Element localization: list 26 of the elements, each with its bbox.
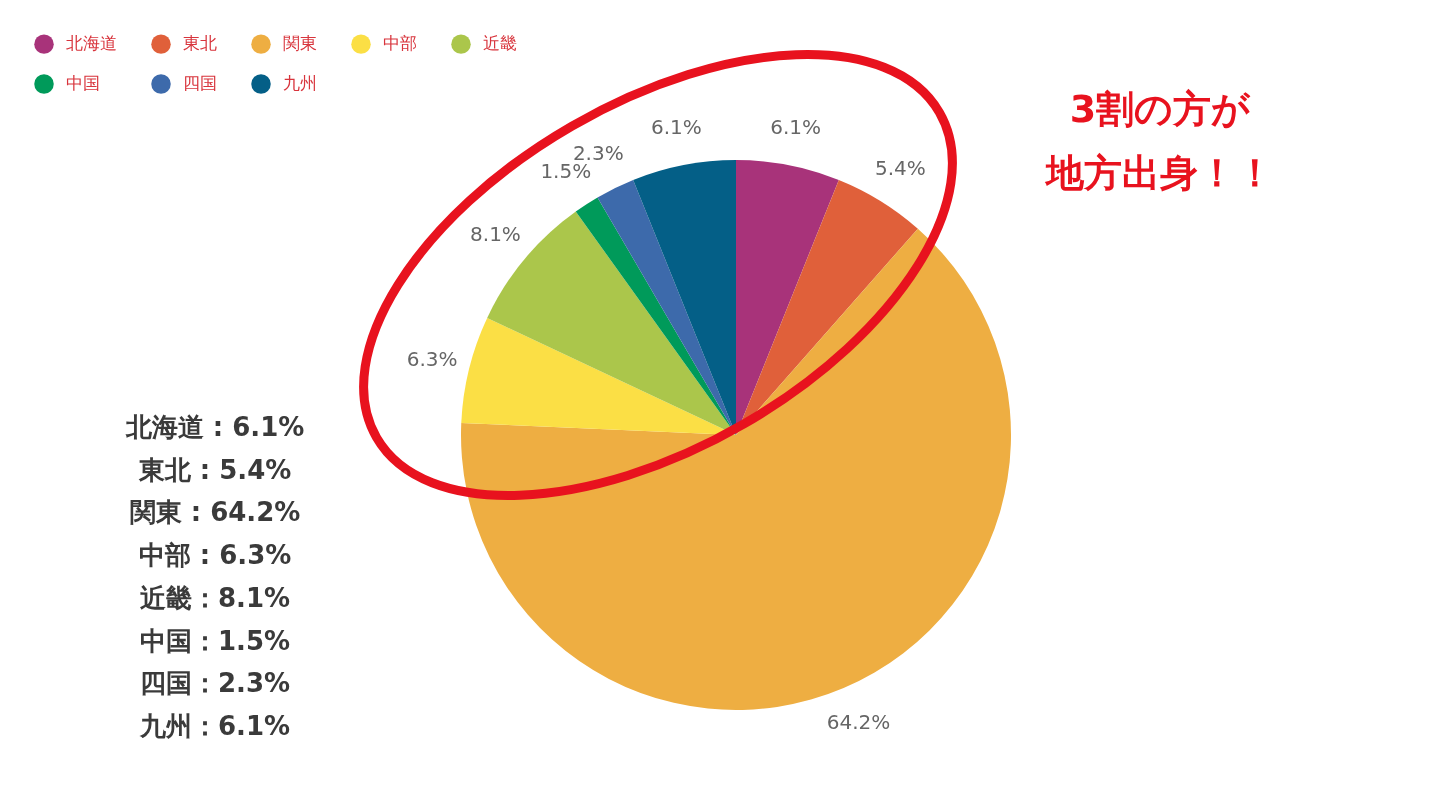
text: 近畿：8.1% (139, 582, 291, 613)
legend-label: 中国 (66, 73, 100, 93)
pie-slice (736, 160, 839, 435)
text: 四国：2.3% (139, 668, 291, 699)
pie-slice (461, 228, 1011, 710)
legend-label: 関東 (283, 33, 317, 54)
data-label: 8.1% (470, 221, 521, 246)
legend-label: 近畿 (483, 33, 517, 54)
legend-label: 九州 (283, 73, 317, 93)
data-label: 6.1% (770, 114, 822, 139)
data-label: 5.4% (874, 155, 926, 180)
text: 中部 : 6.3% (138, 540, 292, 571)
data-label: 6.1% (650, 114, 702, 139)
text: 東北 : 5.4% (137, 454, 292, 485)
data-label: 64.2% (826, 710, 891, 735)
legend-label: 四国 (183, 73, 217, 93)
text: 北海道 : 6.1% (124, 412, 305, 442)
text: 九州：6.1% (138, 710, 291, 741)
legend-label: 中部 (383, 33, 417, 54)
text: 3割の方が地方出身！！ (1044, 87, 1274, 195)
text: 中国：1.5% (139, 625, 291, 656)
pie-slice (461, 317, 736, 435)
text: 関東 : 64.2% (129, 497, 301, 528)
legend-label: 北海道 (66, 33, 117, 54)
data-label: 6.3% (406, 347, 458, 372)
legend-label: 東北 (183, 33, 217, 54)
